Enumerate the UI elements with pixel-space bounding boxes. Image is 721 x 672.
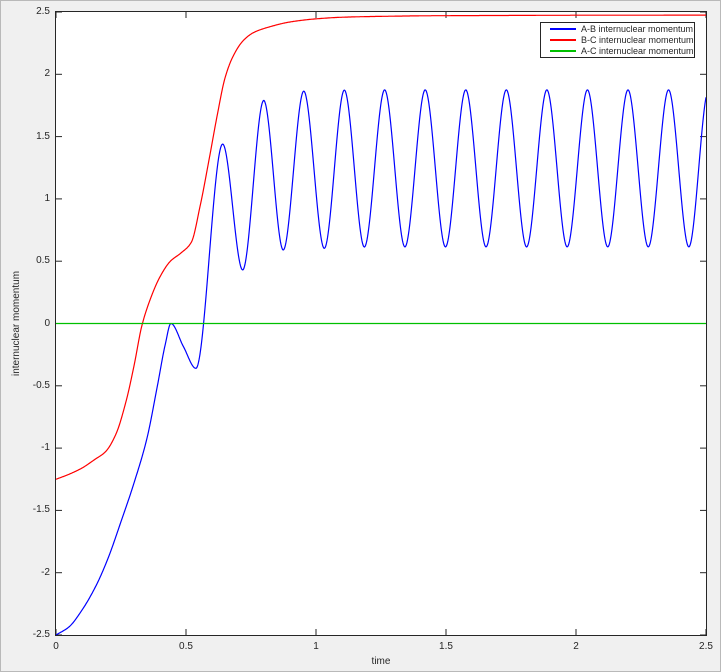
series-line-ab: [56, 89, 706, 635]
legend-item-bc: B-C internuclear momentum: [550, 35, 694, 46]
x-tick-label: 2.5: [699, 641, 713, 652]
legend-line-sample-ab: [550, 28, 576, 30]
y-tick-label: 2: [44, 68, 50, 80]
legend-label-bc: B-C internuclear momentum: [581, 35, 694, 45]
y-tick-label: 2.5: [36, 6, 50, 17]
legend-item-ac: A-C internuclear momentum: [550, 46, 694, 57]
y-tick-label: 0: [44, 317, 50, 329]
y-tick-label: 1: [44, 192, 50, 204]
y-axis-label-text: internuclear momentum: [11, 270, 23, 377]
legend-line-sample-ac: [550, 50, 576, 52]
legend-item-ab: A-B internuclear momentum: [550, 24, 694, 35]
x-tick-label: 0: [53, 641, 59, 652]
y-tick-label: -1: [41, 442, 50, 454]
y-tick-label: -0.5: [32, 379, 50, 391]
legend: A-B internuclear momentum B-C internuclea…: [540, 22, 695, 58]
x-tick-label: 0.5: [179, 641, 193, 652]
x-tick-label: 1.5: [439, 641, 453, 652]
y-tick-label: -1.5: [32, 504, 50, 516]
x-tick-label: 2: [573, 641, 579, 652]
x-axis-label: time: [371, 656, 391, 667]
y-tick-label: -2: [41, 566, 50, 578]
y-axis-label: internuclear momentum: [10, 12, 24, 635]
legend-label-ac: A-C internuclear momentum: [581, 46, 694, 56]
plot-area: [55, 11, 707, 636]
y-tick-label: 1.5: [36, 130, 50, 142]
legend-label-ab: A-B internuclear momentum: [581, 24, 694, 34]
x-tick-label: 1: [313, 641, 319, 652]
legend-line-sample-bc: [550, 39, 576, 41]
y-tick-label: 0.5: [36, 255, 50, 267]
y-tick-label: -2.5: [32, 629, 50, 640]
chart-canvas: [56, 12, 706, 635]
series-line-bc: [56, 14, 706, 480]
